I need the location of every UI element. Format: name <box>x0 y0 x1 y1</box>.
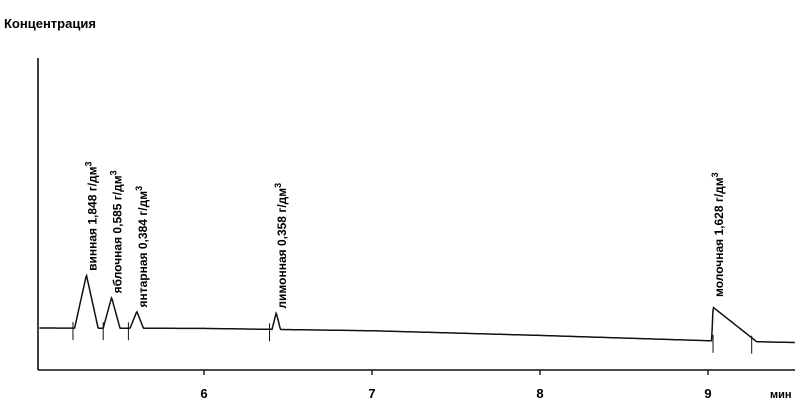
peak-label: винная 1,848 г/дм3 <box>83 161 99 270</box>
chromatogram-trace <box>39 273 795 344</box>
peak-label: молочная 1,628 г/дм3 <box>710 172 726 297</box>
x-tick-label: 6 <box>200 386 207 401</box>
peak-label-text: яблочная 0,585 г/дм <box>111 175 125 293</box>
x-tick-label: 9 <box>704 386 711 401</box>
x-tick-label: 7 <box>368 386 375 401</box>
x-ticks: 6 7 8 9 <box>200 370 712 401</box>
y-axis-label: Концентрация <box>4 16 96 31</box>
peak-label: яблочная 0,585 г/дм3 <box>109 170 125 293</box>
peak-label: лимонная 0,358 г/дм3 <box>273 183 289 309</box>
peak-label-superscript: 3 <box>134 186 144 191</box>
x-axis-label: мин <box>770 389 792 401</box>
x-tick-label: 8 <box>536 386 543 401</box>
trace <box>39 273 795 354</box>
peak-label-text: молочная 1,628 г/дм <box>712 177 726 297</box>
peak-label-superscript: 3 <box>710 172 720 177</box>
peak-label-superscript: 3 <box>109 170 119 175</box>
axes <box>37 58 795 371</box>
peak-label-text: лимонная 0,358 г/дм <box>275 188 289 309</box>
peak-label-text: янтарная 0,384 г/дм <box>136 191 150 308</box>
peak-label-superscript: 3 <box>273 183 283 188</box>
peak-label-text: винная 1,848 г/дм <box>85 166 99 271</box>
peak-label: янтарная 0,384 г/дм3 <box>134 186 150 308</box>
peak-label-superscript: 3 <box>83 161 93 166</box>
